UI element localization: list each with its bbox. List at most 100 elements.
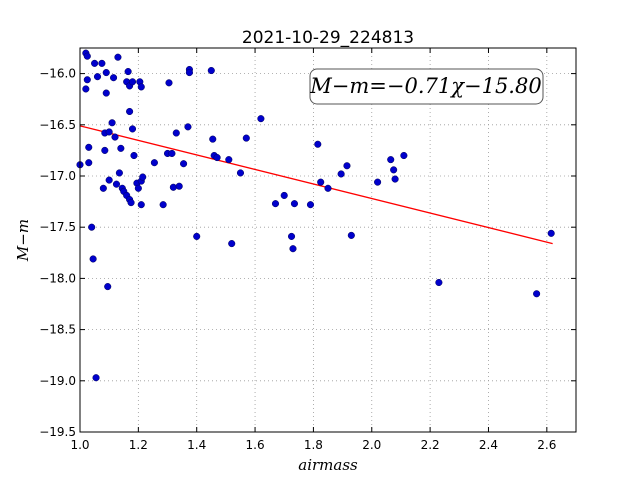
data-point xyxy=(128,125,137,133)
data-point xyxy=(134,184,142,192)
data-points xyxy=(76,49,555,382)
data-point xyxy=(347,231,355,239)
data-point xyxy=(193,232,201,240)
data-point xyxy=(89,255,97,263)
x-tick-label: 1.8 xyxy=(304,438,323,452)
data-point xyxy=(139,173,147,181)
data-point xyxy=(82,85,90,93)
data-point xyxy=(387,156,395,164)
data-point xyxy=(101,146,109,154)
data-point xyxy=(98,59,106,67)
data-point xyxy=(314,140,322,148)
data-point xyxy=(117,144,125,152)
data-point xyxy=(306,201,315,209)
x-tick-label: 2.0 xyxy=(362,438,381,452)
data-point xyxy=(130,151,138,160)
data-point xyxy=(137,83,145,91)
data-point xyxy=(99,184,107,192)
data-point xyxy=(83,76,91,84)
data-point xyxy=(324,184,332,192)
x-axis-label: airmass xyxy=(298,456,358,474)
data-point xyxy=(102,89,110,97)
data-point xyxy=(236,169,245,177)
data-point xyxy=(172,129,180,137)
data-point xyxy=(92,374,100,382)
data-point xyxy=(175,182,183,190)
data-point xyxy=(343,162,351,170)
y-tick-label: −16.0 xyxy=(39,67,76,81)
data-point xyxy=(207,66,215,75)
fit-line xyxy=(79,125,553,245)
data-point xyxy=(137,201,145,209)
data-point xyxy=(159,201,167,209)
data-point xyxy=(287,232,296,240)
fit-equation-frame xyxy=(309,68,544,105)
x-tick-label: 2.4 xyxy=(479,438,498,452)
plot-area xyxy=(80,48,576,432)
data-point xyxy=(533,290,541,298)
data-point xyxy=(124,68,132,76)
y-tick-label: −18.5 xyxy=(39,323,76,337)
data-point xyxy=(85,159,93,167)
data-point xyxy=(150,159,158,167)
data-point xyxy=(115,169,123,177)
data-point xyxy=(242,134,250,142)
data-point xyxy=(547,229,555,237)
fit-equation-box: M−m=−0.71χ−15.80 xyxy=(309,68,544,105)
x-tick-label: 2.2 xyxy=(421,438,440,452)
data-point xyxy=(91,59,99,67)
y-tick-label: −18.0 xyxy=(39,271,76,285)
y-tick-label: −17.5 xyxy=(39,220,76,234)
data-point xyxy=(165,79,173,87)
data-point xyxy=(114,53,122,61)
data-point xyxy=(112,180,121,188)
y-tick-label: −19.5 xyxy=(39,425,76,439)
data-point xyxy=(102,69,110,77)
plot-border xyxy=(79,47,577,433)
data-point xyxy=(127,199,135,207)
data-point xyxy=(105,128,113,136)
data-point xyxy=(337,170,345,178)
data-point xyxy=(390,166,398,174)
data-point xyxy=(111,133,119,141)
data-point xyxy=(169,183,177,191)
data-point xyxy=(83,52,91,60)
data-point xyxy=(391,175,399,183)
chart-title: 2021-10-29_224813 xyxy=(242,28,414,48)
data-point xyxy=(400,151,408,160)
y-tick-label: −16.5 xyxy=(39,118,76,132)
data-point xyxy=(374,178,382,186)
data-point xyxy=(180,160,188,168)
data-point xyxy=(289,245,297,253)
data-point xyxy=(128,78,137,86)
data-point xyxy=(290,200,298,208)
data-point xyxy=(126,107,134,116)
data-point xyxy=(280,191,288,200)
data-point xyxy=(168,149,176,158)
fit-equation: M−m=−0.71χ−15.80 xyxy=(309,74,541,98)
data-point xyxy=(317,178,325,186)
data-point xyxy=(85,143,93,151)
x-tick-label: 1.4 xyxy=(187,438,206,452)
x-tick-label: 1.6 xyxy=(246,438,265,452)
data-point xyxy=(93,73,102,81)
data-point xyxy=(184,123,192,131)
data-point xyxy=(271,200,280,208)
data-point xyxy=(185,69,193,77)
y-tick-label: −17.0 xyxy=(39,169,76,183)
y-tick-label: −19.0 xyxy=(39,374,76,388)
data-point xyxy=(435,278,443,287)
data-point xyxy=(105,176,113,184)
data-point xyxy=(257,115,265,123)
x-tick-label: 2.6 xyxy=(537,438,556,452)
data-point xyxy=(228,240,236,248)
data-point xyxy=(108,119,116,127)
data-point xyxy=(104,283,112,291)
fit-line-layer xyxy=(79,125,553,245)
data-point xyxy=(213,154,221,162)
data-point xyxy=(225,156,233,164)
x-tick-label: 1.0 xyxy=(70,438,89,452)
data-point xyxy=(88,223,96,231)
